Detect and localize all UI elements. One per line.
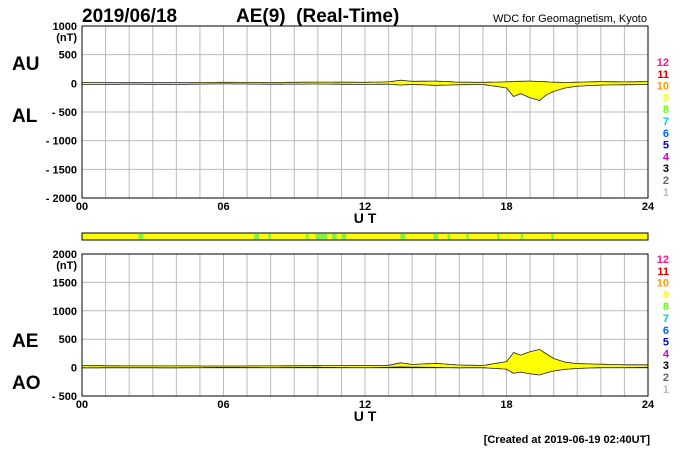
created-timestamp: [Created at 2019-06-19 02:40UT] — [484, 434, 651, 446]
status-segment — [254, 234, 259, 239]
y-tick-label: - 500 — [52, 107, 77, 119]
source-label: WDC for Geomagnetism, Kyoto — [493, 13, 647, 25]
status-segment — [268, 234, 271, 239]
y-tick-label: - 1500 — [46, 164, 77, 176]
legend-count-1: 1 — [663, 187, 669, 199]
status-segment — [520, 234, 524, 239]
legend-count-10: 10 — [657, 81, 669, 93]
status-segment — [306, 234, 309, 239]
y-unit-label: (nT) — [56, 260, 77, 272]
y-tick-label: 1000 — [53, 21, 77, 33]
legend-count-6: 6 — [663, 128, 669, 140]
legend-count-3: 3 — [663, 360, 669, 372]
x-tick-label: 18 — [500, 201, 512, 213]
y-unit-label: (nT) — [56, 32, 77, 44]
legend-count-8: 8 — [663, 301, 669, 313]
legend-count-2: 2 — [663, 372, 669, 384]
side-label-au: AU — [12, 54, 39, 75]
station-status-bar — [81, 232, 649, 241]
x-tick-label: 24 — [642, 399, 655, 411]
status-segment — [138, 234, 144, 239]
plot-frame — [81, 25, 649, 199]
legend-count-7: 7 — [663, 116, 669, 128]
y-tick-label: - 2000 — [46, 193, 77, 205]
au-al-panel: 1000 500 0 - 500 - 1000 - 1500 - 2000 (nT) 00 06 1… — [12, 21, 655, 226]
legend-count-12: 12 — [657, 254, 669, 266]
fill-area — [82, 80, 648, 101]
series-line-ao — [82, 366, 648, 376]
status-segment — [497, 234, 500, 239]
legend-count-7: 7 — [663, 313, 669, 325]
legend-count-2: 2 — [663, 175, 669, 187]
legend-count-1: 1 — [663, 384, 669, 396]
legend-count-9: 9 — [663, 289, 669, 301]
side-label-al: AL — [12, 106, 38, 127]
x-axis-label: U T — [354, 408, 377, 424]
chart-title: AE(9) (Real-Time) — [236, 6, 399, 27]
ae-ao-panel: 2000 1500 1000 500 0 - 500 (nT) 00 06 12 18 24 U T AE… — [12, 249, 655, 424]
status-segment — [551, 234, 554, 239]
y-tick-label: - 1000 — [46, 136, 77, 148]
status-segment — [433, 234, 439, 239]
legend-count-11: 11 — [657, 266, 669, 278]
x-tick-label: 00 — [76, 399, 88, 411]
side-label-ao: AO — [12, 373, 41, 394]
x-tick-label: 06 — [217, 201, 229, 213]
legend-count-12: 12 — [657, 57, 669, 69]
series-line-ae — [82, 348, 648, 367]
x-tick-label: 18 — [500, 399, 512, 411]
x-tick-label: 24 — [642, 201, 655, 213]
plot-frame — [81, 253, 649, 397]
status-segment — [315, 234, 328, 239]
y-tick-label: 0 — [71, 363, 77, 375]
y-tick-label: 500 — [59, 334, 77, 346]
side-label-ae: AE — [12, 331, 38, 352]
series-line-al — [82, 83, 648, 101]
legend-count-6: 6 — [663, 325, 669, 337]
date-title: 2019/06/18 — [82, 6, 177, 27]
status-segment — [331, 234, 337, 239]
legend-count-4: 4 — [663, 151, 670, 163]
y-tick-label: 1500 — [53, 277, 77, 289]
x-tick-label: 12 — [359, 201, 371, 213]
y-tick-label: - 500 — [52, 391, 77, 403]
station-status-bar-bg — [81, 232, 649, 241]
legend-count-3: 3 — [663, 163, 669, 175]
legend-count-4: 4 — [663, 348, 670, 360]
status-segment — [447, 234, 450, 239]
y-tick-label: 0 — [71, 78, 77, 90]
y-tick-label: 1000 — [53, 306, 77, 318]
y-tick-label: 500 — [59, 50, 77, 62]
x-tick-label: 06 — [217, 399, 229, 411]
legend-count-10: 10 — [657, 278, 669, 290]
legend-count-5: 5 — [663, 337, 669, 349]
x-tick-label: 12 — [359, 399, 371, 411]
x-axis-label: U T — [354, 210, 377, 226]
status-segment — [466, 234, 469, 239]
legend-count-9: 9 — [663, 92, 669, 104]
fill-area — [82, 349, 648, 375]
legend-count-11: 11 — [657, 69, 669, 81]
y-tick-label: 2000 — [53, 249, 77, 261]
x-tick-label: 00 — [76, 201, 88, 213]
legend-count-5: 5 — [663, 140, 669, 152]
status-segment — [400, 234, 406, 239]
legend-count-8: 8 — [663, 104, 669, 116]
status-segment — [341, 234, 347, 239]
series-line-au — [82, 79, 648, 83]
